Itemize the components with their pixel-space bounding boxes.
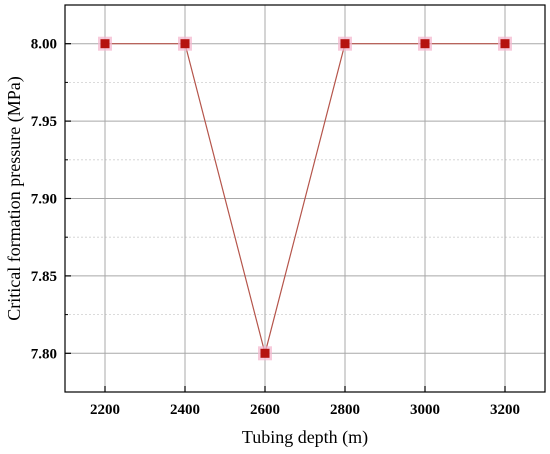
y-tick-label: 8.00 (31, 37, 57, 53)
x-tick-label: 2800 (330, 402, 360, 418)
axis-ticks: 2200 2400 2600 2800 3000 3200 7.80 7.85 7.90 7.95… (31, 37, 520, 418)
y-axis-label: Critical formation pressure (MPa) (4, 76, 25, 320)
x-tick-label: 2400 (170, 402, 200, 418)
y-tick-label: 7.90 (31, 192, 57, 208)
data-series (98, 36, 512, 361)
data-point (100, 39, 110, 49)
x-tick-label: 2200 (90, 402, 120, 418)
data-point (260, 348, 270, 358)
data-point (180, 39, 190, 49)
data-point (500, 39, 510, 49)
x-tick-label: 3000 (410, 402, 440, 418)
y-tick-label: 7.80 (31, 346, 57, 362)
data-point (340, 39, 350, 49)
y-tick-label: 7.85 (31, 269, 57, 285)
x-tick-label: 3200 (490, 402, 520, 418)
x-tick-label: 2600 (250, 402, 280, 418)
y-tick-label: 7.95 (31, 114, 57, 130)
series-line (105, 43, 505, 356)
data-point (420, 39, 430, 49)
x-axis-label: Tubing depth (m) (242, 427, 368, 448)
